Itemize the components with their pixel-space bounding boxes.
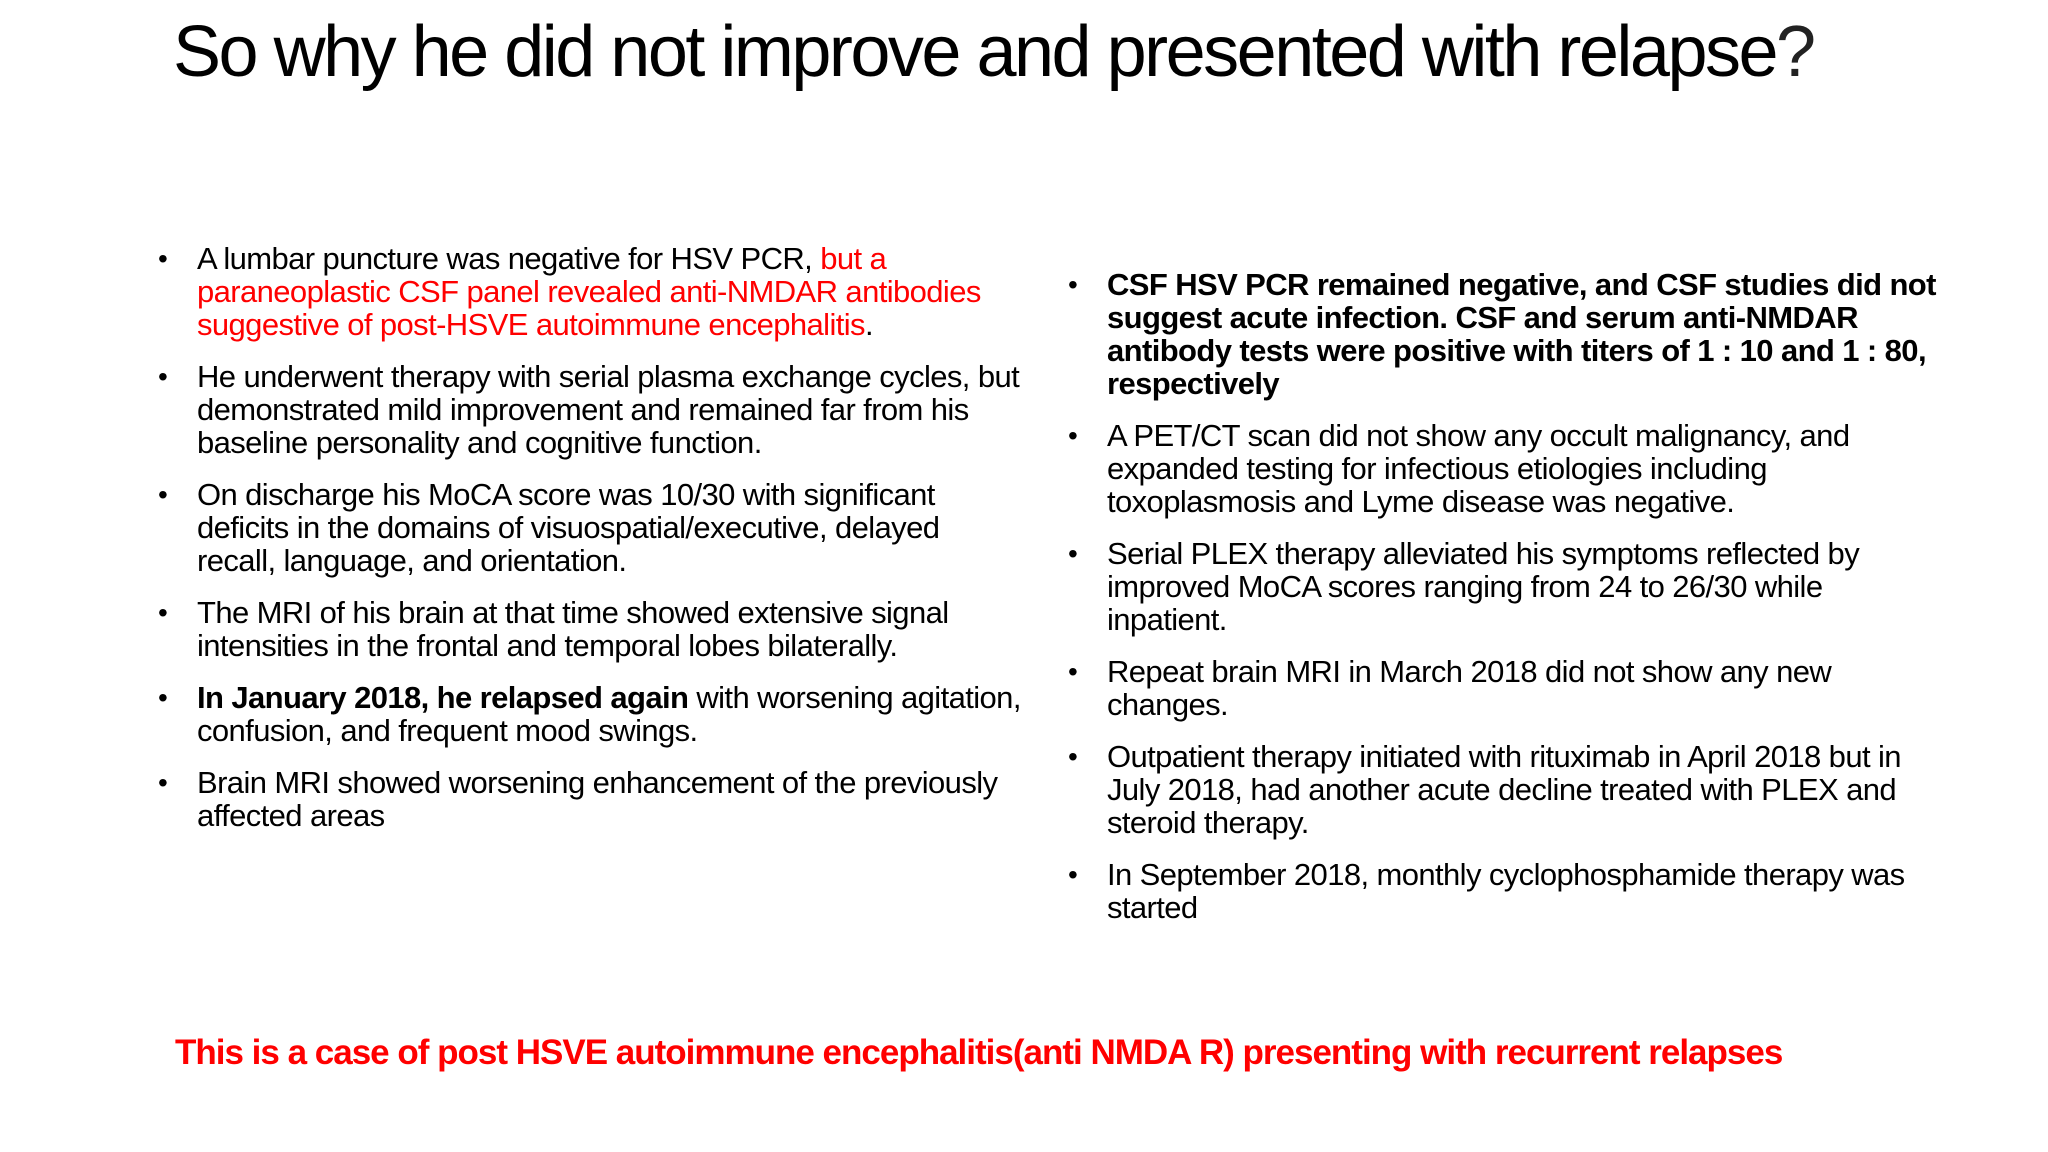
bullet-icon: • [158,682,168,713]
bullet-text: Outpatient therapy initiated with rituxi… [1107,739,1902,840]
bullet-icon: • [1068,269,1078,300]
bullet-text: He underwent therapy with serial plasma … [197,359,1020,460]
bullet-repeat-mri: • Repeat brain MRI in March 2018 did not… [1062,655,1942,721]
bullet-text-bold: CSF HSV PCR remained negative, and CSF s… [1107,267,1936,401]
bullet-text-bold: In January 2018, he relapsed again [197,680,689,715]
bullet-text: On discharge his MoCA score was 10/30 wi… [197,477,940,578]
right-bullet-list: • CSF HSV PCR remained negative, and CSF… [1062,268,1942,943]
bullet-mri-findings: • The MRI of his brain at that time show… [152,596,1022,662]
bullet-plex-therapy: • Serial PLEX therapy alleviated his sym… [1062,537,1942,636]
left-bullet-list: • A lumbar puncture was negative for HSV… [152,242,1022,851]
bullet-icon: • [158,361,168,392]
bullet-text: A lumbar puncture was negative for HSV P… [197,241,821,276]
bullet-plasma-exchange: • He underwent therapy with serial plasm… [152,360,1022,459]
bullet-icon: • [158,597,168,628]
bullet-icon: • [1068,859,1078,890]
bullet-icon: • [158,479,168,510]
bullet-lumbar-puncture: • A lumbar puncture was negative for HSV… [152,242,1022,341]
bullet-text-highlight: but a paraneoplastic CSF panel revealed … [197,241,981,342]
bullet-icon: • [158,767,168,798]
bullet-csf-results: • CSF HSV PCR remained negative, and CSF… [1062,268,1942,400]
bullet-mri-worsening: • Brain MRI showed worsening enhancement… [152,766,1022,832]
bullet-moca-discharge: • On discharge his MoCA score was 10/30 … [152,478,1022,577]
bullet-icon: • [1068,741,1078,772]
bullet-text: Serial PLEX therapy alleviated his sympt… [1107,536,1860,637]
bullet-cyclophosphamide: • In September 2018, monthly cyclophosph… [1062,858,1942,924]
bullet-text: with worsening agitation, confusion, and… [197,680,1021,748]
bullet-icon: • [158,243,168,274]
bullet-icon: • [1068,656,1078,687]
bullet-text: Repeat brain MRI in March 2018 did not s… [1107,654,1832,722]
bullet-text-tail: . [864,307,874,342]
slide-title-question-mark: ? [1776,12,1816,92]
slide-title-text: So why he did not improve and presented … [173,12,1779,92]
bullet-icon: • [1068,538,1078,569]
bullet-january-relapse: • In January 2018, he relapsed again wit… [152,681,1022,747]
conclusion-statement: This is a case of post HSVE autoimmune e… [175,1033,1783,1072]
slide-title: So why he did not improve and presented … [173,8,1873,96]
bullet-pet-ct: • A PET/CT scan did not show any occult … [1062,419,1942,518]
bullet-text: In September 2018, monthly cyclophospham… [1107,857,1905,925]
bullet-text: A PET/CT scan did not show any occult ma… [1107,418,1850,519]
bullet-rituximab: • Outpatient therapy initiated with ritu… [1062,740,1942,839]
bullet-icon: • [1068,420,1078,451]
bullet-text: The MRI of his brain at that time showed… [197,595,949,663]
bullet-text: Brain MRI showed worsening enhancement o… [197,765,998,833]
